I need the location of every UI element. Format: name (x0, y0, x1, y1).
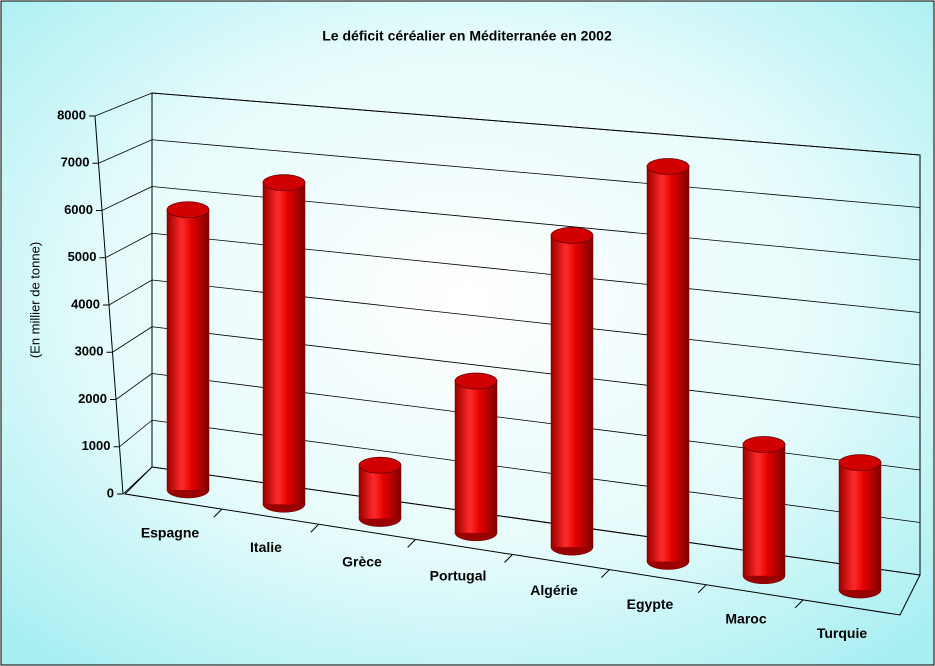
category-tick (601, 569, 610, 578)
grid-line (94, 92, 153, 117)
y-tick-label: 7000 (61, 155, 90, 170)
bar-body (455, 381, 497, 533)
x-tick-label: Maroc (725, 611, 766, 627)
grid-line (98, 139, 153, 164)
grid-line (101, 186, 153, 211)
bar-body (551, 235, 593, 548)
y-tick-label: 8000 (57, 107, 86, 122)
category-tick (697, 584, 707, 594)
grid-line (119, 419, 153, 448)
bar-body (743, 444, 785, 576)
y-tick-label: 5000 (68, 249, 97, 264)
bar-body (359, 465, 401, 519)
grid-line (112, 326, 153, 353)
category-tick (310, 523, 320, 533)
bar-body (167, 209, 209, 490)
x-tick-label: Turquie (817, 625, 868, 641)
y-axis-label: (En millier de tonne) (27, 242, 42, 358)
y-axis (94, 115, 124, 495)
x-tick-label: Espagne (141, 525, 200, 541)
bar-top (742, 436, 786, 453)
grid-line (122, 466, 153, 495)
y-tick-label: 0 (107, 485, 114, 500)
bar-body (839, 462, 881, 591)
y-tick-label: 3000 (75, 344, 104, 359)
bar-body (263, 182, 305, 505)
x-tick-label: Grèce (342, 553, 382, 569)
grid-line (108, 279, 153, 306)
category-tick (794, 599, 804, 609)
bar-top (166, 201, 210, 219)
grid-line (151, 92, 921, 156)
x-tick-label: Portugal (430, 568, 487, 584)
y-tick-label: 2000 (78, 391, 107, 406)
bar-top (646, 158, 690, 175)
grid-line (151, 139, 921, 208)
bar-top (838, 454, 882, 472)
category-tick (213, 508, 223, 518)
y-tick-label: 1000 (82, 438, 111, 453)
y-tick-label: 6000 (64, 202, 93, 217)
bar-top (454, 372, 498, 390)
bar-top (262, 174, 306, 192)
x-tick-label: Egypte (627, 596, 674, 612)
grid-line (115, 373, 153, 400)
bar-top (550, 226, 594, 244)
grid-line (105, 232, 153, 259)
bar-top (358, 456, 402, 474)
category-tick (504, 554, 513, 563)
x-tick-label: Algérie (530, 582, 578, 598)
bar-body (647, 166, 689, 562)
category-tick (407, 539, 416, 548)
y-tick-label: 4000 (71, 296, 100, 311)
chart-title: Le déficit céréalier en Méditerranée en … (322, 28, 612, 44)
x-tick-label: Italie (250, 539, 282, 555)
